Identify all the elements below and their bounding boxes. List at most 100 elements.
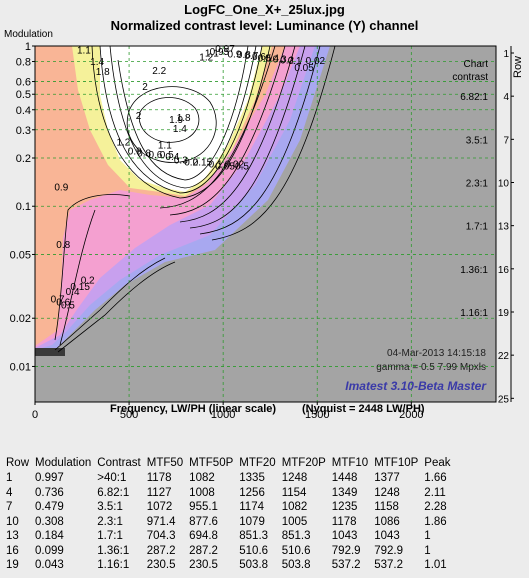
contour-label: 0.3 bbox=[174, 155, 188, 166]
table-header-row: Row Modulation Contrast MTF50 MTF50P MTF20 MTF… bbox=[6, 456, 457, 471]
table-cell: 1079 bbox=[239, 515, 265, 528]
table-cell: 3.5:1 bbox=[97, 501, 123, 514]
table-header-cell: Row bbox=[6, 457, 30, 469]
table-header-cell: Contrast bbox=[97, 457, 141, 469]
table-cell: 877.6 bbox=[189, 515, 218, 528]
table-cell: 2.11 bbox=[424, 486, 446, 499]
table-cell: 1008 bbox=[189, 486, 215, 499]
right-axis-row: 25 bbox=[498, 394, 510, 405]
table-header-cell: MTF50P bbox=[189, 457, 234, 469]
table-cell: 1 bbox=[424, 530, 431, 543]
contour-label: 0.1 bbox=[288, 56, 302, 67]
y-tick-label: 0.4 bbox=[16, 105, 31, 117]
contour-label: 1.2 bbox=[199, 53, 213, 64]
table-cell: 0.997 bbox=[35, 472, 64, 485]
right-axis-row: 19 bbox=[498, 308, 510, 319]
results-table: Row Modulation Contrast MTF50 MTF50P MTF20 MTF… bbox=[6, 456, 457, 573]
contour-label: 0.9 bbox=[227, 49, 241, 60]
x-axis-nyquist-note: (Nyquist = 2448 LW/PH) bbox=[302, 403, 425, 415]
table-cell: 1335 bbox=[239, 472, 265, 485]
contour-label: 0.15 bbox=[193, 157, 213, 168]
table-cell: 1 bbox=[6, 472, 13, 485]
table-cell: 0.479 bbox=[35, 501, 64, 514]
contour-label: 0.6 bbox=[56, 298, 70, 309]
table-cell: 19 bbox=[6, 559, 19, 572]
table-cell: 0.184 bbox=[35, 530, 64, 543]
right-axis-contrast: 6.82:1 bbox=[460, 92, 488, 103]
chart-subtitle: Normalized contrast level: Luminance (Y)… bbox=[110, 18, 419, 33]
table-header-cell: Modulation bbox=[35, 457, 92, 469]
contour-label: 0.7 bbox=[244, 51, 258, 62]
table-cell: 6.82:1 bbox=[97, 486, 130, 499]
table-cell: >40:1 bbox=[97, 472, 127, 485]
table-cell: 1158 bbox=[374, 501, 399, 514]
right-axis-contrast: 1.36:1 bbox=[460, 265, 488, 276]
table-cell: 1178 bbox=[331, 515, 357, 528]
table-header-cell: MTF10P bbox=[374, 457, 419, 469]
contour-label: 0.9 bbox=[128, 147, 142, 158]
plot-area bbox=[35, 46, 496, 402]
table-cell: 0.308 bbox=[35, 515, 64, 528]
table-cell: 537.2 bbox=[331, 559, 361, 572]
table-cell: 792.9 bbox=[331, 544, 361, 557]
y-tick-label: 0.6 bbox=[16, 77, 31, 89]
y-tick-label: 0.01 bbox=[10, 361, 31, 373]
contour-line bbox=[211, 46, 336, 241]
table-cell: 1377 bbox=[374, 472, 400, 485]
x-tick-label: 500 bbox=[120, 409, 138, 421]
table-row: 4 0.736 6.82:1 1127 1008 1256 1154 1349 1248 2.11 bbox=[6, 486, 457, 501]
table-cell: 955.1 bbox=[189, 501, 218, 514]
table-row: 10 0.308 2.3:1 971.4 877.6 1079 1005 1178 1086 1.… bbox=[6, 515, 457, 530]
contour-label: 0.3 bbox=[273, 54, 287, 65]
contour-label: 0.6 bbox=[148, 150, 162, 161]
contour-label: 2 bbox=[136, 111, 142, 122]
contour-label: 0.05 bbox=[215, 161, 235, 172]
table-cell: 510.6 bbox=[281, 544, 311, 557]
table-cell: 1349 bbox=[331, 486, 358, 499]
table-cell: 1.36:1 bbox=[97, 544, 130, 557]
contour-label: 0.2 bbox=[184, 157, 198, 168]
y-tick-label: 0.3 bbox=[16, 125, 31, 137]
table-cell: 2.3:1 bbox=[97, 515, 123, 528]
right-axis-row: 10 bbox=[498, 178, 510, 189]
contour-labels: 2.222 1.91.81.41.2 1.11.11.41.81.11.20.970… bbox=[51, 44, 326, 312]
table-row: 13 0.184 1.7:1 704.3 694.8 851.3 851.3 1043 1043… bbox=[6, 529, 457, 544]
right-axis-contrast: 1.7:1 bbox=[466, 222, 489, 233]
table-cell: 537.2 bbox=[374, 559, 403, 572]
table-cell: 230.5 bbox=[189, 559, 218, 572]
table-cell: 1082 bbox=[281, 501, 308, 514]
table-cell: 1005 bbox=[281, 515, 308, 528]
table-cell: 1.16:1 bbox=[97, 559, 130, 572]
table-cell: 1.01 bbox=[424, 559, 447, 572]
contour-line bbox=[169, 46, 286, 216]
x-tick-label: 2000 bbox=[399, 409, 423, 421]
contour-line bbox=[59, 209, 96, 346]
table-row: 7 0.479 3.5:1 1072 955.1 1174 1082 1235 1158 2.28 bbox=[6, 500, 457, 515]
contour-line bbox=[109, 46, 257, 189]
table-cell: 0.043 bbox=[35, 559, 64, 572]
contour-line bbox=[189, 46, 306, 229]
region-dark-band bbox=[35, 348, 65, 356]
x-tick-label: 0 bbox=[32, 409, 38, 421]
table-cell: 0.736 bbox=[35, 486, 64, 499]
contour-label: 0.95 bbox=[210, 47, 230, 58]
x-tick-label: 1000 bbox=[211, 409, 235, 421]
table-cell: 1235 bbox=[331, 501, 358, 514]
contour-label: 2 bbox=[142, 82, 148, 93]
table-header-cell: MTF20P bbox=[281, 457, 326, 469]
table-cell: 1248 bbox=[374, 486, 400, 499]
contour-line bbox=[126, 86, 217, 163]
contour-line bbox=[54, 194, 131, 341]
table-cell: 1256 bbox=[239, 486, 265, 499]
y-tick-label: 0.2 bbox=[16, 153, 31, 165]
contour-label: 1.2 bbox=[116, 137, 130, 148]
table-cell: 1.66 bbox=[424, 472, 447, 485]
contour-label: 0.02 bbox=[306, 56, 326, 67]
right-axis-row: 16 bbox=[498, 265, 510, 276]
annotation-date: 04-Mar-2013 14:15:18 bbox=[387, 348, 486, 359]
table-cell: 1448 bbox=[331, 472, 358, 485]
table-cell: 1 bbox=[424, 544, 431, 557]
table-cell: 13 bbox=[6, 530, 19, 543]
contour-line bbox=[117, 46, 249, 181]
contour-label: 0.8 bbox=[56, 240, 70, 251]
